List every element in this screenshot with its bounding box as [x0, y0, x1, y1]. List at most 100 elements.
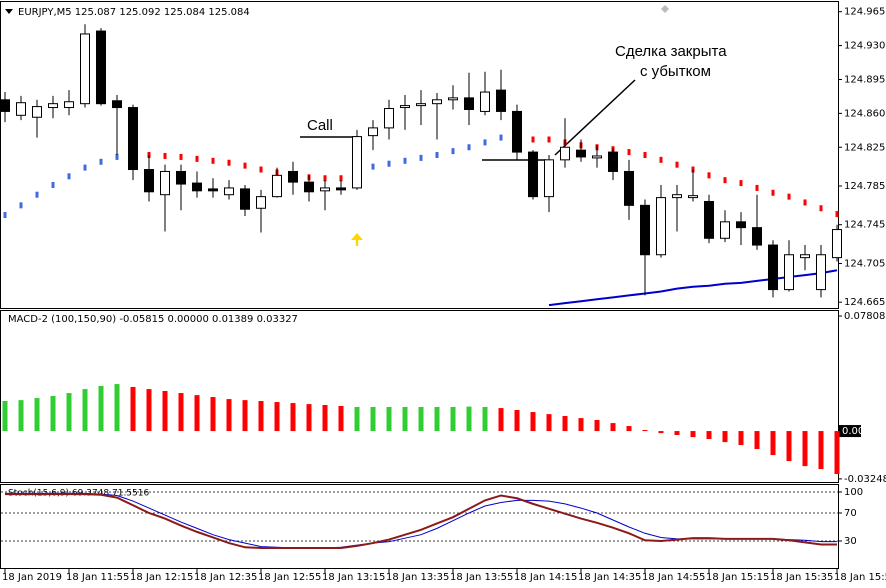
- macd-bar: [818, 431, 824, 470]
- candle-body: [784, 254, 794, 291]
- macd-bar: [354, 407, 360, 432]
- y-tick-label: 124.825: [844, 142, 885, 153]
- macd-bar: [402, 407, 408, 432]
- candle-body: [320, 187, 330, 192]
- macd-bar: [626, 426, 632, 432]
- signal-arrow: [351, 233, 363, 246]
- candle-body: [752, 227, 762, 246]
- macd-bar: [274, 402, 280, 432]
- macd-bar: [98, 385, 104, 432]
- y-tick-label: 100: [844, 487, 863, 498]
- y-tick-label: 0.07808: [844, 311, 885, 322]
- candle-body: [480, 91, 490, 112]
- macd-bar: [178, 393, 184, 432]
- macd-bar: [770, 431, 776, 456]
- candle-body: [672, 194, 682, 199]
- candle-body: [640, 204, 650, 256]
- candle-body: [592, 155, 602, 159]
- macd-bar: [162, 390, 168, 432]
- candle-body: [272, 174, 282, 198]
- candle-body: [576, 149, 586, 158]
- candle-body: [96, 30, 106, 105]
- macd-bar: [242, 400, 248, 432]
- candle-body: [80, 33, 90, 105]
- candle-body: [448, 97, 458, 101]
- x-tick-label: 18 Jan 11:55: [66, 572, 129, 583]
- x-tick-label: 18 Jan 13:35: [386, 572, 449, 583]
- candle-body: [0, 99, 10, 112]
- y-tick-label: -0.03248: [844, 474, 886, 485]
- y-tick-label: 0.00: [842, 426, 864, 437]
- macd-bar: [50, 396, 56, 432]
- macd-bar: [546, 414, 552, 432]
- macd-bar: [82, 389, 88, 432]
- annotation-call: Call: [307, 117, 333, 134]
- annotation-arrow: [554, 79, 636, 156]
- macd-bar: [658, 431, 664, 434]
- candle-body: [528, 151, 538, 198]
- annotation-closed: Сделка закрыта: [615, 43, 727, 60]
- menu-triangle[interactable]: [5, 9, 13, 14]
- x-tick-label: 18 Jan 2019: [2, 572, 62, 583]
- macd-bar: [66, 393, 72, 432]
- macd-bar: [18, 400, 24, 432]
- macd-bar: [578, 418, 584, 432]
- macd-bar: [706, 431, 712, 439]
- macd-bar: [450, 407, 456, 432]
- candle-body: [192, 182, 202, 192]
- y-tick-label: 124.895: [844, 74, 885, 85]
- macd-bar: [258, 401, 264, 432]
- macd-bar: [498, 408, 504, 432]
- stoch-line: [5, 493, 837, 549]
- candle-body: [736, 221, 746, 229]
- macd-bar: [34, 398, 40, 432]
- macd-bar: [210, 397, 216, 432]
- candle-body: [352, 136, 362, 189]
- candle-body: [688, 195, 698, 199]
- candle-body: [144, 169, 154, 193]
- candle-body: [496, 89, 506, 112]
- macd-bar: [306, 404, 312, 432]
- x-tick-label: 18 Jan 15:35: [770, 572, 833, 583]
- candle-body: [656, 197, 666, 256]
- macd-bar: [466, 406, 472, 432]
- candle-body: [336, 187, 346, 191]
- macd-bar: [418, 407, 424, 432]
- macd-bar: [802, 431, 808, 467]
- stoch-panel: [0, 484, 839, 569]
- macd-bar: [754, 431, 760, 450]
- current-value-box: [839, 425, 861, 438]
- macd-bar: [2, 401, 8, 432]
- candle-body: [368, 127, 378, 137]
- macd-bar: [562, 416, 568, 432]
- macd-bar: [738, 431, 744, 446]
- macd-panel: [0, 310, 839, 483]
- candle-body: [624, 170, 634, 206]
- candle-body: [816, 254, 826, 291]
- x-tick-label: 18 Jan 15:15: [706, 572, 769, 583]
- macd-bar: [114, 384, 120, 432]
- macd-bar: [610, 423, 616, 432]
- macd-bar: [722, 431, 728, 443]
- macd-bar: [194, 395, 200, 432]
- candle-body: [112, 100, 122, 109]
- candle-body: [560, 146, 570, 161]
- macd-bar: [834, 431, 840, 475]
- candle-body: [608, 151, 618, 172]
- y-tick-label: 124.745: [844, 220, 885, 231]
- x-tick-label: 18 Jan 14:35: [578, 572, 641, 583]
- candle-body: [704, 200, 714, 239]
- candle-body: [176, 170, 186, 185]
- macd-bar: [642, 430, 648, 432]
- candle-body: [512, 110, 522, 153]
- x-tick-label: 18 Jan 12:15: [130, 572, 193, 583]
- chart-icon: [661, 5, 669, 13]
- candle-body: [464, 97, 474, 110]
- candle-body: [16, 102, 26, 116]
- x-tick-label: 18 Jan 13:15: [322, 572, 385, 583]
- y-tick-label: 124.930: [844, 41, 885, 52]
- x-tick-label: 18 Jan 12:55: [258, 572, 321, 583]
- candle-body: [48, 103, 58, 109]
